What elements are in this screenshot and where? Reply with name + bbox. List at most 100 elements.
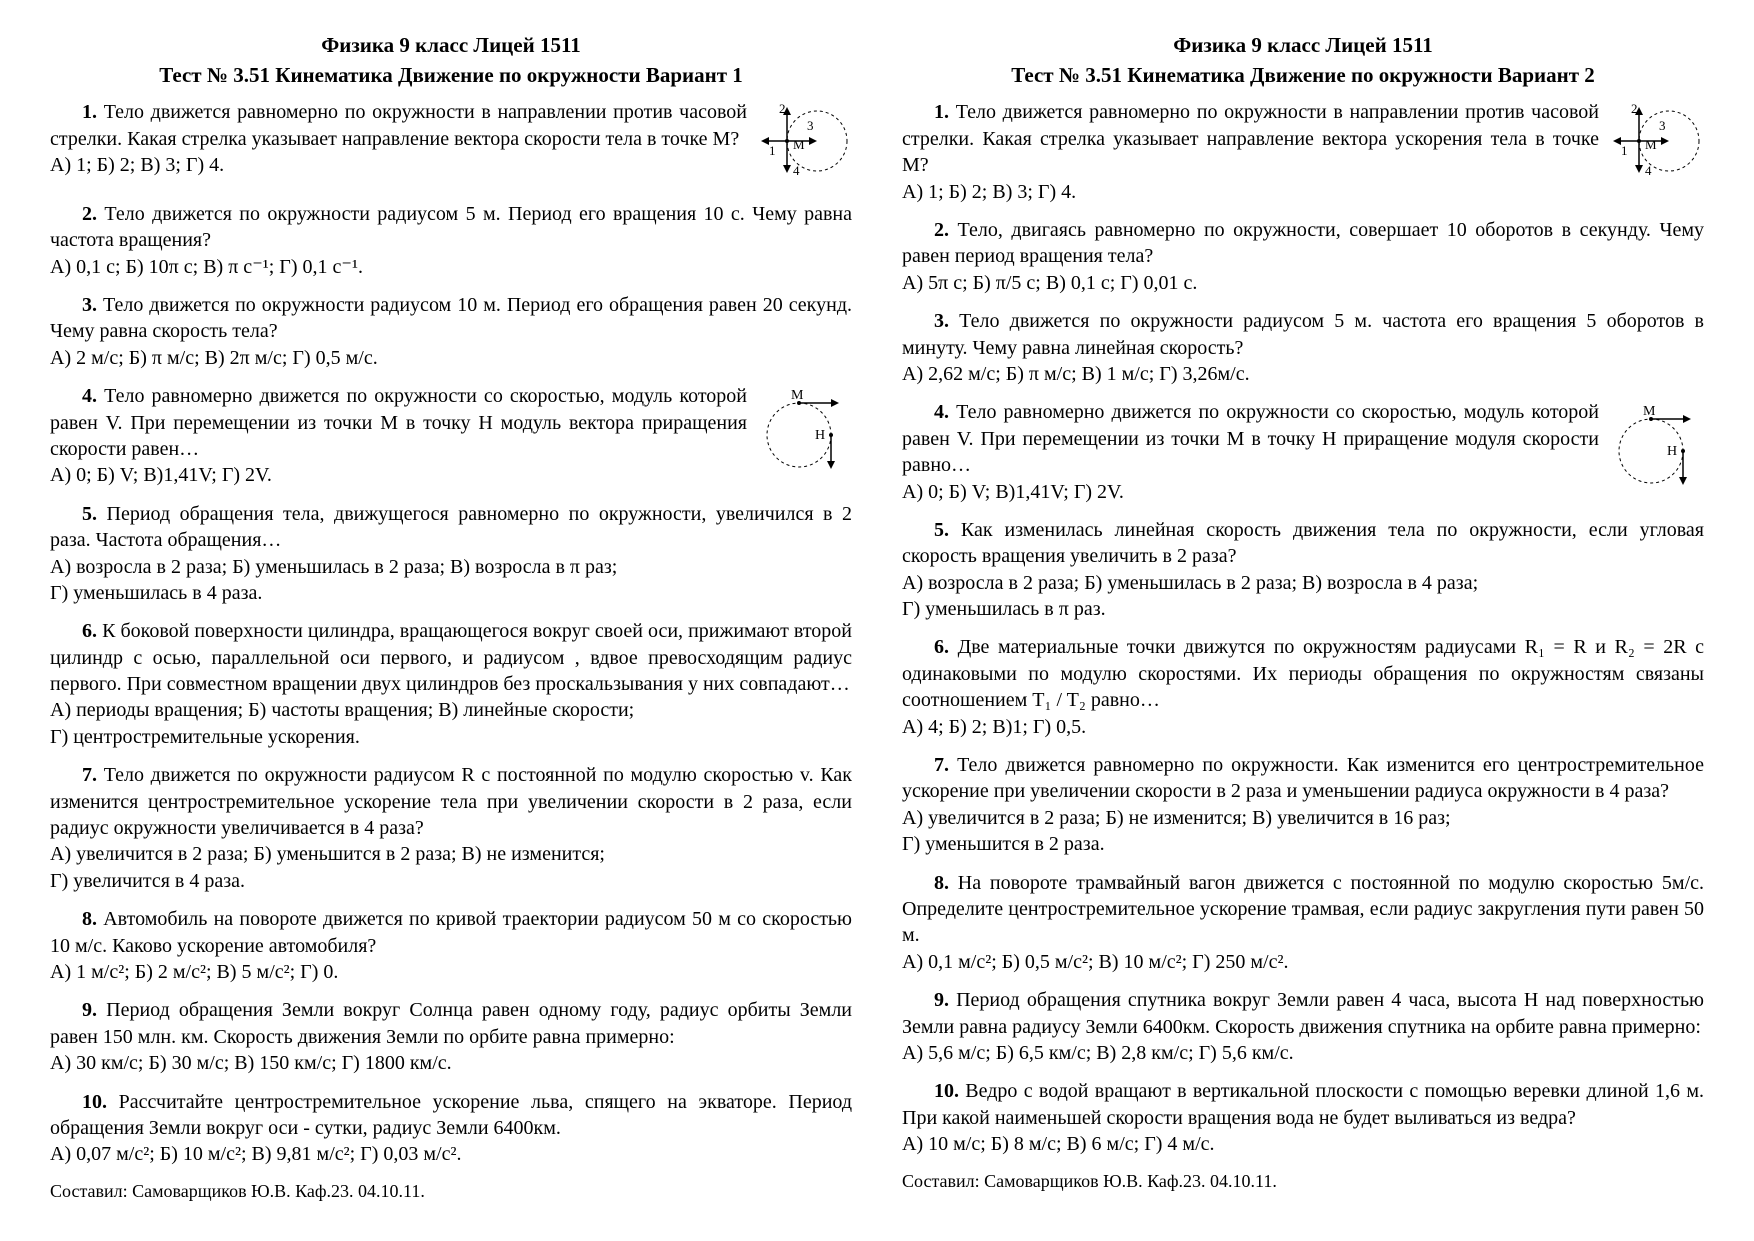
qnum: 4. xyxy=(82,385,97,407)
svg-text:4: 4 xyxy=(1645,163,1652,178)
svg-text:Н: Н xyxy=(1667,444,1677,459)
question-5: 5. Как изменилась линейная скорость движ… xyxy=(902,517,1704,623)
question-4: 4. Тело равномерно движется по окружност… xyxy=(50,383,852,489)
qtext: Ведро с водой вращают в вертикальной пло… xyxy=(902,1080,1704,1128)
qnum: 9. xyxy=(934,989,949,1011)
svg-text:М: М xyxy=(793,137,805,152)
qnum: 6. xyxy=(934,636,949,658)
answers: А) 0,1 м/с²; Б) 0,5 м/с²; В) 10 м/с²; Г)… xyxy=(902,949,1704,975)
qnum: 6. xyxy=(82,620,97,642)
qtext: Тело движется равномерно по окружности в… xyxy=(50,101,747,149)
qnum: 8. xyxy=(82,908,97,930)
svg-text:4: 4 xyxy=(793,163,800,178)
figure-q4-icon: М Н xyxy=(1609,401,1704,498)
qtext: Тело движется по окружности радиусом 10 … xyxy=(50,294,852,342)
answers: А) 0,07 м/с²; Б) 10 м/с²; В) 9,81 м/с²; … xyxy=(50,1141,852,1167)
qtext: Автомобиль на повороте движется по криво… xyxy=(50,908,852,956)
qnum: 9. xyxy=(82,999,97,1021)
answers: А) увеличится в 2 раза; Б) уменьшится в … xyxy=(50,841,852,894)
answers: А) возросла в 2 раза; Б) уменьшилась в 2… xyxy=(902,570,1704,623)
answers: А) 30 км/с; Б) 30 м/с; В) 150 км/с; Г) 1… xyxy=(50,1050,852,1076)
answers: А) 0; Б) V; В)1,41V; Г) 2V. xyxy=(902,479,1599,505)
qtext: Период обращения тела, движущегося равно… xyxy=(50,503,852,551)
question-7: 7. Тело движется по окружности радиусом … xyxy=(50,762,852,894)
svg-text:М: М xyxy=(1645,137,1657,152)
answers: А) возросла в 2 раза; Б) уменьшилась в 2… xyxy=(50,554,852,607)
qtext: Как изменилась линейная скорость движени… xyxy=(902,519,1704,567)
question-3: 3. Тело движется по окружности радиусом … xyxy=(902,308,1704,387)
qnum: 7. xyxy=(82,764,97,786)
qtext: Тело, двигаясь равномерно по окружности,… xyxy=(902,219,1704,267)
answers: А) 5π с; Б) π/5 с; В) 0,1 с; Г) 0,01 с. xyxy=(902,270,1704,296)
figure-q1-icon: 2 3 1 4 М xyxy=(757,101,852,188)
answers: А) увеличится в 2 раза; Б) не изменится;… xyxy=(902,805,1704,858)
answers: А) 1; Б) 2; В) 3; Г) 4. xyxy=(50,152,747,178)
question-7: 7. Тело движется равномерно по окружност… xyxy=(902,752,1704,858)
header-line1: Физика 9 класс Лицей 1511 xyxy=(902,32,1704,60)
qnum: 5. xyxy=(82,503,97,525)
header-line2: Тест № 3.51 Кинематика Движение по окруж… xyxy=(50,62,852,90)
answers: А) 4; Б) 2; В)1; Г) 0,5. xyxy=(902,714,1704,740)
question-5: 5. Период обращения тела, движущегося ра… xyxy=(50,501,852,607)
question-4: 4. Тело равномерно движется по окружност… xyxy=(902,399,1704,505)
qtext: Рассчитайте центростремительное ускорени… xyxy=(50,1091,852,1139)
qnum: 10. xyxy=(82,1091,107,1113)
svg-text:М: М xyxy=(1643,404,1656,419)
answers: А) 0; Б) V; В)1,41V; Г) 2V. xyxy=(50,462,747,488)
header-v2: Физика 9 класс Лицей 1511 Тест № 3.51 Ки… xyxy=(902,32,1704,89)
qtext: Две материальные точки движутся по окруж… xyxy=(902,636,1704,711)
figure-q1-icon: 2 3 1 4 М xyxy=(1609,101,1704,188)
qnum: 1. xyxy=(82,101,97,123)
variant-1-column: Физика 9 класс Лицей 1511 Тест № 3.51 Ки… xyxy=(50,32,852,1221)
answers: А) 0,1 с; Б) 10π с; В) π с⁻¹; Г) 0,1 с⁻¹… xyxy=(50,254,852,280)
svg-text:1: 1 xyxy=(769,143,776,158)
qtext: Тело движется равномерно по окружности. … xyxy=(902,754,1704,802)
qtext: Период обращения спутника вокруг Земли р… xyxy=(902,989,1704,1037)
qtext: Тело движется равномерно по окружности в… xyxy=(902,101,1599,176)
svg-text:3: 3 xyxy=(807,118,814,133)
question-2: 2. Тело, двигаясь равномерно по окружнос… xyxy=(902,217,1704,296)
qtext: К боковой поверхности цилиндра, вращающе… xyxy=(50,620,852,695)
question-10: 10. Рассчитайте центростремительное уско… xyxy=(50,1089,852,1168)
qnum: 3. xyxy=(82,294,97,316)
answers: А) 10 м/с; Б) 8 м/с; В) 6 м/с; Г) 4 м/с. xyxy=(902,1131,1704,1157)
variant-2-column: Физика 9 класс Лицей 1511 Тест № 3.51 Ки… xyxy=(902,32,1704,1221)
answers: А) 5,6 м/с; Б) 6,5 км/с; В) 2,8 км/с; Г)… xyxy=(902,1040,1704,1066)
qtext: Тело равномерно движется по окружности с… xyxy=(50,385,747,460)
qnum: 7. xyxy=(934,754,949,776)
answers: А) 2 м/с; Б) π м/с; В) 2π м/с; Г) 0,5 м/… xyxy=(50,345,852,371)
answers: А) 1; Б) 2; В) 3; Г) 4. xyxy=(902,179,1599,205)
qtext: Тело движется по окружности радиусом 5 м… xyxy=(902,310,1704,358)
question-8: 8. На повороте трамвайный вагон движется… xyxy=(902,870,1704,976)
qtext: Тело равномерно движется по окружности с… xyxy=(902,401,1599,476)
question-8: 8. Автомобиль на повороте движется по кр… xyxy=(50,906,852,985)
header-v1: Физика 9 класс Лицей 1511 Тест № 3.51 Ки… xyxy=(50,32,852,89)
qtext: На повороте трамвайный вагон движется с … xyxy=(902,872,1704,947)
question-6: 6. К боковой поверхности цилиндра, враща… xyxy=(50,618,852,750)
svg-text:3: 3 xyxy=(1659,118,1666,133)
svg-text:Н: Н xyxy=(815,428,825,443)
svg-text:2: 2 xyxy=(779,101,786,116)
svg-text:1: 1 xyxy=(1621,143,1628,158)
question-2: 2. Тело движется по окружности радиусом … xyxy=(50,201,852,280)
question-1: 1. Тело движется равномерно по окружност… xyxy=(902,99,1704,205)
footer-v1: Составил: Самоварщиков Ю.В. Каф.23. 04.1… xyxy=(50,1180,852,1204)
question-10: 10. Ведро с водой вращают в вертикальной… xyxy=(902,1078,1704,1157)
svg-text:2: 2 xyxy=(1631,101,1638,116)
question-3: 3. Тело движется по окружности радиусом … xyxy=(50,292,852,371)
qnum: 5. xyxy=(934,519,949,541)
answers: А) 2,62 м/с; Б) π м/с; В) 1 м/с; Г) 3,26… xyxy=(902,361,1704,387)
question-9: 9. Период обращения Земли вокруг Солнца … xyxy=(50,997,852,1076)
svg-text:М: М xyxy=(791,388,804,403)
qtext: Тело движется по окружности радиусом 5 м… xyxy=(50,203,852,251)
qtext: Тело движется по окружности радиусом R с… xyxy=(50,764,852,839)
question-1: 1. Тело движется равномерно по окружност… xyxy=(50,99,852,188)
answers: А) 1 м/с²; Б) 2 м/с²; В) 5 м/с²; Г) 0. xyxy=(50,959,852,985)
qtext: Период обращения Земли вокруг Солнца рав… xyxy=(50,999,852,1047)
question-9: 9. Период обращения спутника вокруг Земл… xyxy=(902,987,1704,1066)
qnum: 4. xyxy=(934,401,949,423)
answers: А) периоды вращения; Б) частоты вращения… xyxy=(50,697,852,750)
figure-q4-icon: М Н xyxy=(757,385,852,482)
footer-v2: Составил: Самоварщиков Ю.В. Каф.23. 04.1… xyxy=(902,1170,1704,1194)
qnum: 2. xyxy=(934,219,949,241)
